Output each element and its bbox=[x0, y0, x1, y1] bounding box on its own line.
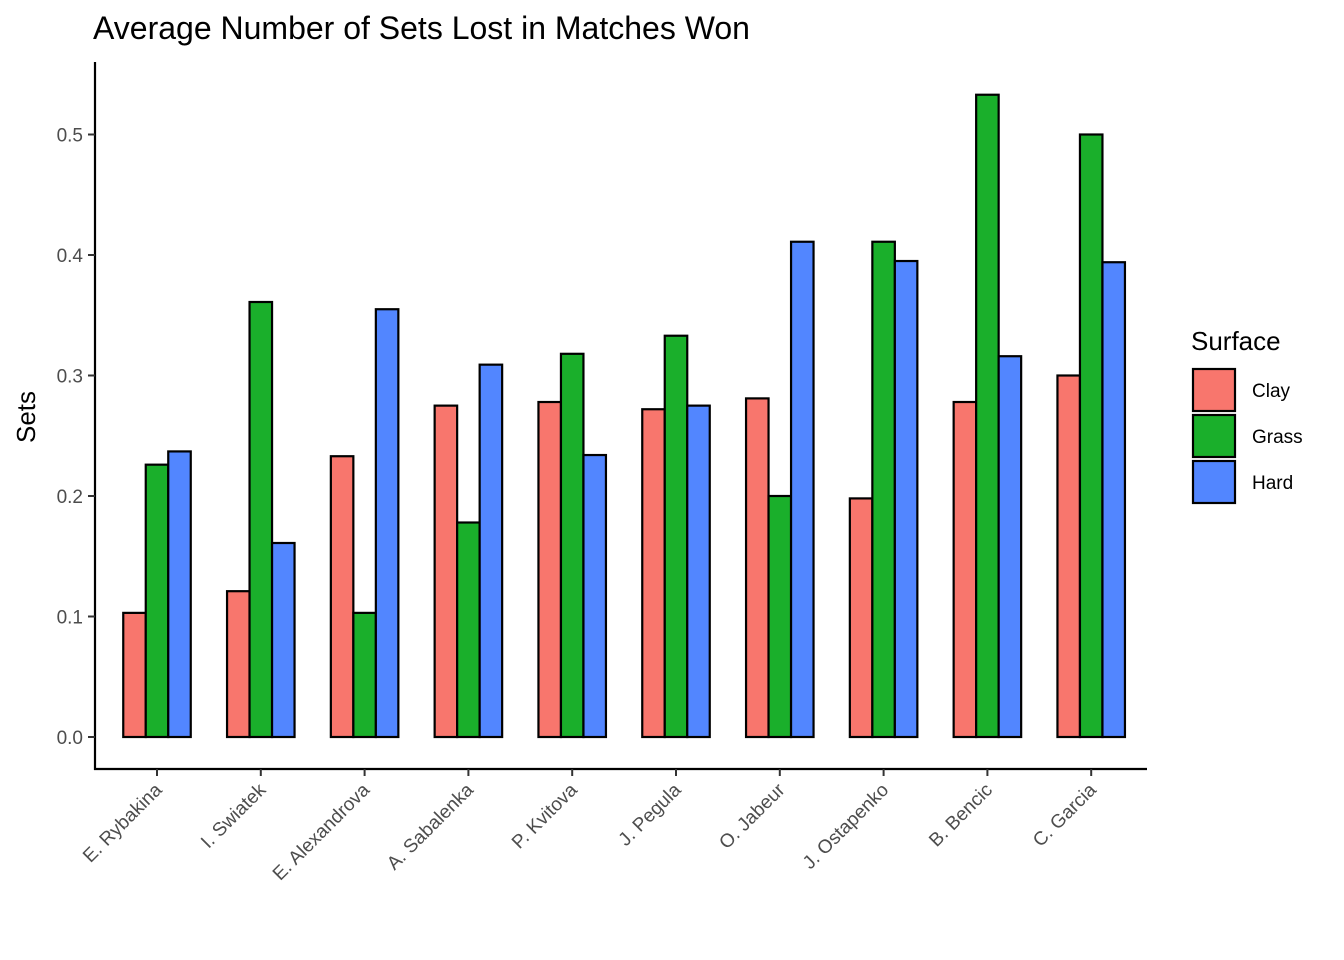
x-tick-label: B. Bencic bbox=[925, 780, 997, 852]
x-tick-label: J. Ostapenko bbox=[799, 780, 893, 874]
legend-label-clay: Clay bbox=[1252, 381, 1291, 402]
y-tick-label: 0.4 bbox=[57, 246, 84, 267]
chart-title: Average Number of Sets Lost in Matches W… bbox=[93, 10, 750, 46]
legend-key-hard bbox=[1191, 459, 1237, 505]
bar-grass-5 bbox=[559, 352, 585, 739]
bar-clay-10 bbox=[1056, 374, 1082, 739]
bar-hard-9 bbox=[997, 355, 1023, 739]
bar-hard-8 bbox=[893, 259, 919, 739]
bar-clay-8 bbox=[848, 497, 874, 739]
x-tick-label: I. Swiatek bbox=[197, 779, 270, 852]
x-tick-label: P. Kvitova bbox=[508, 779, 582, 853]
bar-grass-4 bbox=[456, 521, 481, 739]
bar-clay-9 bbox=[952, 400, 978, 739]
plot-area: 0.0 0.1 0.2 0.3 0.4 0.5 E. Rybakina I. SwiatekE… bbox=[57, 62, 1147, 885]
bar-clay-7 bbox=[744, 397, 770, 739]
bar-hard-4 bbox=[478, 363, 504, 739]
bar-clay-3 bbox=[329, 455, 355, 739]
bar-hard-6 bbox=[686, 404, 711, 739]
legend: Surface Clay Grass Hard bbox=[1191, 326, 1303, 505]
y-tick-label: 0.5 bbox=[57, 126, 83, 147]
legend-label-grass: Grass bbox=[1252, 427, 1303, 448]
bar-hard-1 bbox=[167, 450, 192, 739]
legend-key-grass bbox=[1191, 413, 1237, 459]
y-axis-label: Sets bbox=[11, 391, 41, 443]
bar-grass-3 bbox=[352, 611, 377, 739]
x-tick-label: A. Sabalenka bbox=[383, 779, 478, 874]
bar-grass-10 bbox=[1078, 133, 1104, 739]
bar-hard-5 bbox=[582, 453, 608, 739]
legend-label-hard: Hard bbox=[1252, 473, 1293, 494]
legend-key-clay bbox=[1191, 367, 1237, 413]
bar-clay-2 bbox=[225, 590, 251, 739]
y-tick-label: 0.1 bbox=[57, 608, 83, 629]
bar-clay-1 bbox=[122, 611, 147, 739]
bar-clay-6 bbox=[641, 408, 666, 739]
bar-grass-9 bbox=[975, 93, 1000, 739]
y-tick-label: 0.2 bbox=[57, 487, 83, 508]
bar-grass-6 bbox=[663, 334, 689, 739]
y-tick-label: 0.3 bbox=[57, 367, 83, 388]
bar-hard-10 bbox=[1101, 261, 1127, 739]
x-tick-label: O. Jabeur bbox=[715, 779, 789, 853]
x-tick-label: J. Pegula bbox=[615, 779, 686, 850]
bar-grass-8 bbox=[871, 240, 896, 739]
bar-clay-5 bbox=[537, 400, 563, 739]
x-tick-label: C. Garcia bbox=[1029, 779, 1101, 851]
legend-title: Surface bbox=[1191, 326, 1281, 356]
bar-grass-2 bbox=[248, 300, 274, 739]
y-tick-label: 0.0 bbox=[57, 728, 83, 749]
bar-grass-7 bbox=[767, 494, 793, 739]
x-tick-label: E. Rybakina bbox=[79, 779, 167, 867]
bar-hard-2 bbox=[270, 541, 296, 739]
x-tick-label: E. Alexandrova bbox=[269, 779, 375, 885]
bar-hard-7 bbox=[789, 240, 815, 739]
bar-hard-3 bbox=[374, 308, 400, 739]
bar-grass-1 bbox=[144, 463, 170, 739]
bar-clay-4 bbox=[433, 404, 459, 739]
